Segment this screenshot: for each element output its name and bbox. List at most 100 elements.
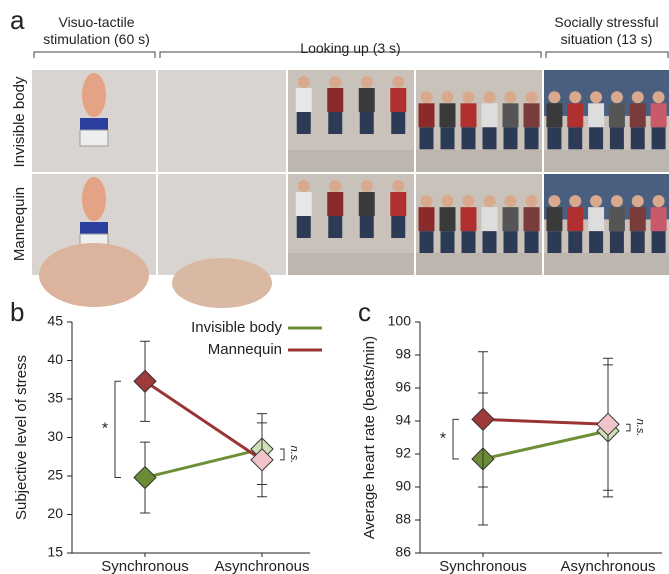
legs <box>391 112 405 134</box>
torso <box>630 103 646 127</box>
head <box>505 195 517 207</box>
brush <box>80 118 108 130</box>
legs <box>483 127 497 149</box>
torso <box>419 207 435 231</box>
header: Looking up (3 s) <box>288 40 413 57</box>
annotation: * <box>102 421 108 438</box>
legs <box>360 216 374 238</box>
bracket <box>280 449 284 460</box>
curtain <box>544 70 669 116</box>
legend-label: Mannequin <box>208 341 282 358</box>
legs <box>589 231 603 253</box>
torso <box>482 103 498 127</box>
legs <box>328 112 342 134</box>
head <box>329 76 341 88</box>
head <box>526 91 538 103</box>
y-tick-label: 90 <box>395 478 411 494</box>
bracket <box>453 419 459 459</box>
series-line <box>145 381 262 460</box>
head <box>653 195 665 207</box>
y-tick-label: 88 <box>395 511 411 527</box>
header: Socially stressful situation (13 s) <box>544 14 669 48</box>
y-tick-label: 92 <box>395 445 411 461</box>
legs <box>483 231 497 253</box>
torso <box>524 207 540 231</box>
y-tick-label: 20 <box>47 505 63 521</box>
torso <box>359 88 375 112</box>
head <box>505 91 517 103</box>
head <box>442 91 454 103</box>
legs <box>462 231 476 253</box>
head <box>611 195 623 207</box>
head <box>392 76 404 88</box>
y-tick-label: 94 <box>395 412 411 428</box>
head <box>590 195 602 207</box>
marker <box>134 467 156 489</box>
torso <box>503 103 519 127</box>
torso <box>567 207 583 231</box>
torso <box>503 207 519 231</box>
y-tick-label: 25 <box>47 467 63 483</box>
head <box>653 91 665 103</box>
head <box>442 195 454 207</box>
figure: a Invisible body Mannequin bSubjective l… <box>0 0 669 574</box>
body <box>172 258 272 308</box>
curtain <box>544 174 669 219</box>
head <box>484 195 496 207</box>
torso <box>524 103 540 127</box>
torso <box>609 103 625 127</box>
torso <box>461 103 477 127</box>
x-tick-label: Asynchronous <box>560 558 655 574</box>
y-axis-label: Subjective level of stress <box>13 355 30 520</box>
torso <box>609 207 625 231</box>
legs <box>328 216 342 238</box>
floor <box>288 150 414 172</box>
row-label: Mannequin <box>11 187 28 261</box>
head <box>548 195 560 207</box>
legs <box>420 231 434 253</box>
head <box>298 180 310 192</box>
legs <box>631 231 645 253</box>
legs <box>441 231 455 253</box>
legs <box>547 127 561 149</box>
torso <box>390 88 406 112</box>
torso <box>390 192 406 216</box>
hand <box>82 177 106 221</box>
torso <box>440 207 456 231</box>
legs <box>547 231 561 253</box>
legs <box>420 127 434 149</box>
legs <box>631 127 645 149</box>
legs <box>610 231 624 253</box>
y-tick-label: 40 <box>47 351 63 367</box>
floor <box>288 253 414 275</box>
floor <box>544 253 669 275</box>
series-line <box>145 449 262 477</box>
head <box>569 91 581 103</box>
legs <box>610 127 624 149</box>
x-tick-label: Asynchronous <box>214 558 309 574</box>
bracket <box>626 424 630 431</box>
head <box>463 195 475 207</box>
brush <box>80 222 108 234</box>
torso <box>440 103 456 127</box>
hand <box>82 73 106 117</box>
legs <box>462 127 476 149</box>
y-tick-label: 98 <box>395 346 411 362</box>
head <box>421 195 433 207</box>
figure-canvas: a Invisible body Mannequin bSubjective l… <box>0 0 669 574</box>
row-label: Invisible body <box>11 76 28 167</box>
legs <box>525 231 539 253</box>
head <box>632 195 644 207</box>
marker <box>472 408 494 430</box>
torso <box>327 88 343 112</box>
torso <box>630 207 646 231</box>
head <box>569 195 581 207</box>
legs <box>360 112 374 134</box>
series-line <box>483 431 608 459</box>
floor <box>416 150 542 172</box>
torso <box>546 103 562 127</box>
legs <box>441 127 455 149</box>
y-tick-label: 96 <box>395 379 411 395</box>
head <box>548 91 560 103</box>
torso <box>296 88 312 112</box>
